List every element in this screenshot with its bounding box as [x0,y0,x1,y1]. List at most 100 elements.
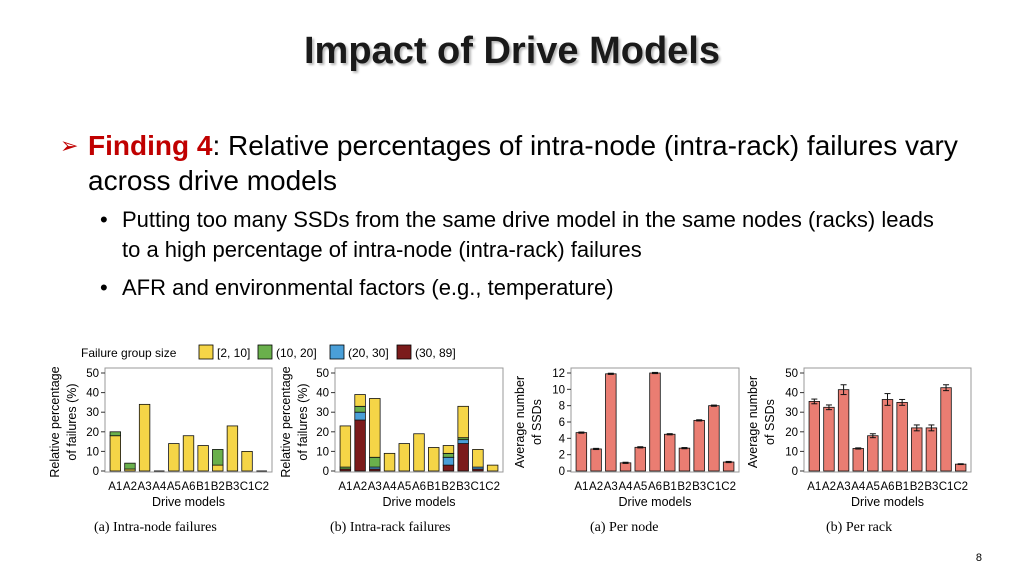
x-tick-label: A4 [383,481,398,493]
page-number: 8 [975,552,982,564]
x-tick-label: B2 [910,481,924,493]
bar [664,433,676,472]
y-axis-label: Relative percentage [279,366,293,477]
bar [212,449,224,466]
bar [678,447,691,472]
y-axis-label: of failures (%) [296,383,310,460]
figure-caption: (b) Intra-rack failures [330,520,450,535]
legend-label: (10, 20] [276,346,317,360]
bar [837,389,850,472]
bar [940,387,952,472]
bar [168,443,180,472]
bar [881,399,894,472]
legend-title: Failure group size [81,346,177,360]
x-tick-label: A5 [397,481,411,493]
bar [955,463,967,472]
x-tick-label: A3 [604,481,618,493]
y-tick-label: 50 [86,368,99,380]
bullet-item: • Putting too many SSDs from the same dr… [100,205,940,265]
y-tick-label: 50 [785,368,798,380]
x-tick-label: C1 [707,481,722,493]
bar [619,462,632,472]
bullet-dot-icon: • [100,275,108,300]
y-tick-label: 10 [316,446,329,458]
bar [590,448,602,472]
figure-caption: (a) Intra-node failures [94,520,217,535]
legend-swatch [198,344,214,360]
legend-swatch [329,344,345,360]
x-tick-label: B3 [924,481,938,493]
x-axis-label: Drive models [152,495,225,509]
y-tick-label: 20 [316,427,329,439]
y-tick-label: 0 [792,466,798,478]
x-tick-label: B2 [441,481,455,493]
x-tick-label: A6 [412,481,426,493]
bar [708,405,720,472]
bar [398,443,410,472]
x-tick-label: C2 [254,481,269,493]
bar [354,405,366,413]
finding-label: Finding 4 [88,130,213,161]
y-axis-label: Relative percentage [48,366,62,477]
bar [241,450,253,472]
bar [457,439,469,444]
x-tick-label: A1 [338,481,352,493]
bar [808,401,820,472]
bar [823,406,835,472]
legend-label: (30, 89] [415,346,456,360]
bullet-text: AFR and environmental factors (e.g., tem… [122,275,614,300]
bar [649,372,661,472]
bar [354,411,366,421]
x-tick-label: A2 [589,481,603,493]
bar [472,449,484,468]
x-tick-label: A6 [648,481,662,493]
bar [722,461,735,472]
figure-caption: (a) Per node [590,520,658,535]
x-tick-label: C1 [471,481,486,493]
y-tick-label: 0 [323,466,329,478]
x-axis-label: Drive models [383,495,456,509]
x-tick-label: C2 [485,481,500,493]
x-tick-label: B3 [225,481,239,493]
bar [369,456,381,468]
y-tick-label: 40 [316,388,329,400]
bar [124,462,136,470]
x-axis-label: Drive models [619,495,692,509]
bar [212,464,224,472]
y-tick-label: 6 [559,417,565,429]
bar [575,432,588,472]
y-tick-label: 10 [552,384,565,396]
bar [867,435,879,472]
y-tick-label: 0 [559,466,565,478]
x-tick-label: C2 [721,481,736,493]
chart-panel: 0 2 4 6 8 10 12 Average number of SSDs A1 A2 A3 A4 A5… [513,367,740,535]
x-tick-label: A1 [807,481,821,493]
bar [354,394,366,407]
arrow-bullet-icon: ➢ [60,133,79,158]
bar [457,405,469,439]
bar [138,403,151,472]
bar [605,373,617,472]
bar [442,445,455,454]
y-tick-label: 40 [86,388,99,400]
bullet-item: • AFR and environmental factors (e.g., t… [100,273,940,303]
y-tick-label: 20 [785,427,798,439]
legend-swatch [257,344,273,360]
bar [693,419,705,472]
bar [109,431,121,437]
x-tick-label: A3 [138,481,152,493]
y-tick-label: 10 [785,446,798,458]
y-axis-label: of failures (%) [65,383,79,460]
x-tick-label: A5 [633,481,647,493]
bar [226,425,239,472]
bar [896,401,908,472]
y-tick-label: 50 [316,368,329,380]
bar [852,448,864,472]
bar [634,446,646,472]
x-tick-label: C1 [939,481,954,493]
finding-statement: ➢ Finding 4: Relative percentages of int… [60,128,980,198]
x-tick-label: C1 [240,481,255,493]
x-tick-label: B3 [456,481,470,493]
x-tick-label: B1 [427,481,441,493]
